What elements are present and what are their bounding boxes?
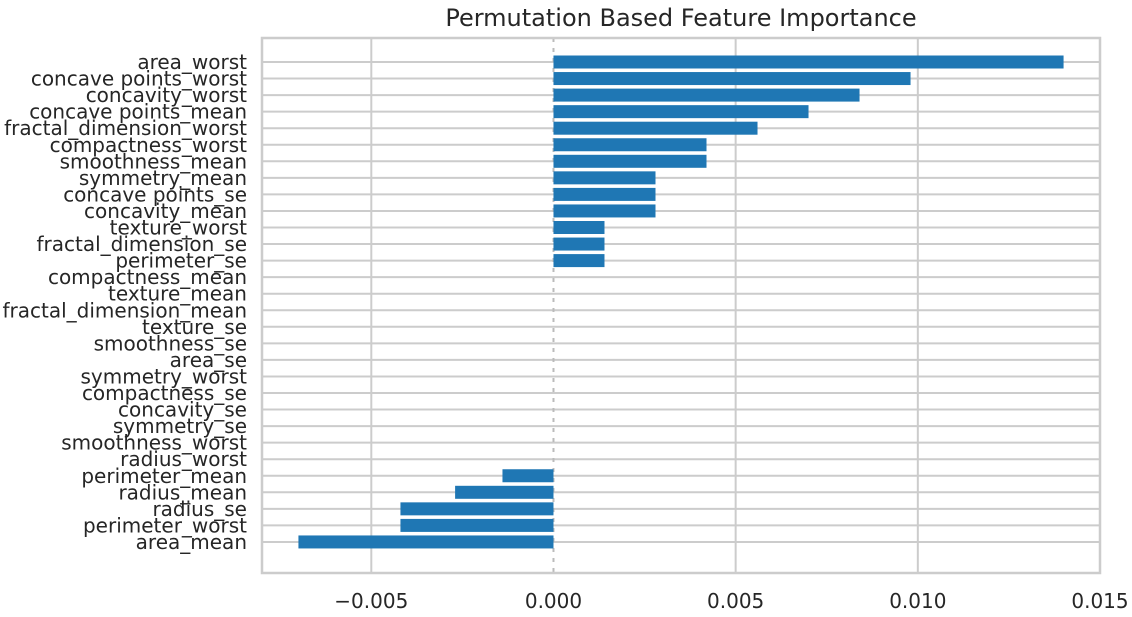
y-tick-label: concavity_worst [86, 83, 247, 107]
y-tick-label: concave points_se [63, 182, 247, 206]
x-tick-label: 0.015 [1071, 589, 1128, 613]
bar-fractal-dimension-se [553, 237, 605, 251]
y-tick-label: perimeter_mean [81, 464, 247, 488]
bar-smoothness-mean [553, 154, 707, 168]
y-tick-label: symmetry_worst [80, 364, 247, 388]
bar-texture-worst [553, 221, 605, 234]
y-tick-label: smoothness_mean [60, 149, 247, 173]
y-tick-label: texture_mean [108, 282, 247, 306]
bar-radius-mean [455, 485, 554, 499]
y-tick-label: area_mean [136, 530, 247, 554]
x-tick-label: 0.005 [707, 589, 764, 613]
y-tick-label: area_se [170, 348, 247, 372]
y-tick-label: compactness_mean [48, 265, 247, 289]
y-tick-label: symmetry_mean [79, 166, 247, 190]
bar-compactness-worst [553, 138, 707, 152]
bar-concavity-mean [553, 204, 656, 218]
y-tick-label: compactness_se [82, 381, 247, 405]
y-tick-label: radius_worst [120, 447, 247, 471]
bar-perimeter-se [553, 254, 605, 268]
y-tick-label: radius_mean [118, 480, 247, 504]
y-tick-label: fractal_dimension_worst [4, 116, 247, 140]
bar-fractal-dimension-worst [553, 121, 758, 135]
bar-concave-points-se [553, 187, 656, 201]
bar-symmetry-mean [553, 171, 656, 185]
y-tick-label: perimeter_se [115, 249, 247, 273]
bar-area-mean [298, 535, 554, 549]
y-tick-label: compactness_worst [50, 133, 248, 157]
bar-area-worst [553, 55, 1064, 69]
bar-radius-se [400, 502, 554, 516]
bar-concavity-worst [553, 88, 860, 102]
chart-title: Permutation Based Feature Importance [445, 4, 916, 32]
bars [298, 55, 1064, 549]
plot-frame [260, 36, 1102, 575]
y-tick-label: perimeter_worst [83, 513, 247, 537]
x-axis-labels: −0.005 0.000 0.005 0.010 0.015 [334, 589, 1128, 613]
y-tick-label: fractal_dimension_se [37, 232, 248, 256]
x-tick-label: 0.000 [525, 589, 582, 613]
y-tick-label: smoothness_worst [61, 431, 247, 455]
x-tick-label: 0.010 [889, 589, 946, 613]
y-tick-label: smoothness_se [94, 331, 247, 355]
grid [262, 38, 1101, 573]
y-tick-label: concave points_mean [29, 100, 247, 124]
y-tick-label: concave points_worst [31, 67, 247, 91]
bar-perimeter-mean [502, 469, 554, 483]
y-tick-label: radius_se [152, 497, 247, 521]
y-tick-label: concavity_mean [84, 199, 247, 223]
y-tick-label: fractal_dimension_mean [3, 298, 248, 322]
bar-perimeter-worst [400, 518, 554, 532]
bar-concave-points-mean [553, 105, 809, 119]
y-tick-label: texture_se [142, 315, 247, 339]
y-tick-label: symmetry_se [113, 414, 247, 438]
y-tick-label: concavity_se [118, 398, 247, 422]
y-tick-label: area_worst [137, 50, 247, 74]
y-tick-label: texture_worst [110, 216, 247, 240]
bar-concave-points-worst [553, 72, 911, 86]
x-tick-label: −0.005 [334, 589, 408, 613]
